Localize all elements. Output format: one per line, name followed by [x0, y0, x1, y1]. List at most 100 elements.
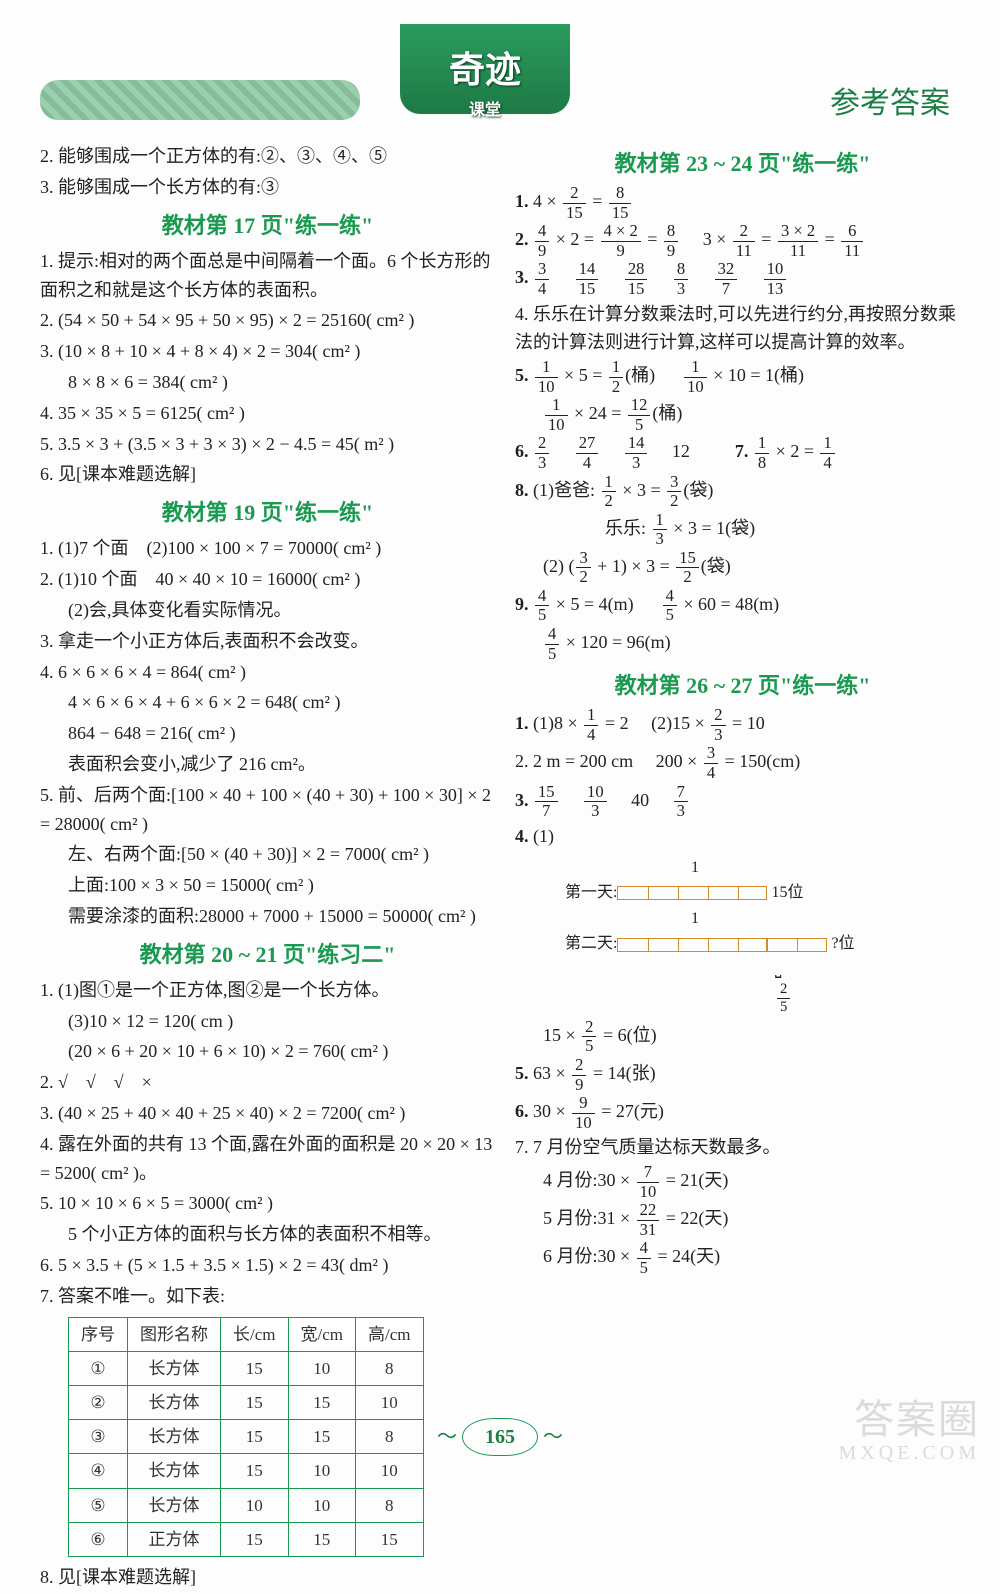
eq: 6. 23 274 143 12 7. 18 × 2 = 14 — [515, 435, 970, 471]
th: 序号 — [69, 1317, 128, 1351]
text: 864 − 648 = 216( cm² ) — [40, 719, 495, 748]
text: 4. 35 × 35 × 5 = 6125( cm² ) — [40, 399, 495, 428]
text: 5. 3.5 × 3 + (3.5 × 3 + 3 × 3) × 2 − 4.5… — [40, 430, 495, 459]
content: 2. 能够围成一个正方体的有:②、③、④、⑤ 3. 能够围成一个长方体的有:③ … — [40, 140, 970, 1594]
eq: 乐乐: 13 × 3 = 1(袋) — [515, 512, 970, 548]
td: ⑤ — [69, 1488, 128, 1522]
text: 1. (1)7 个面 (2)100 × 100 × 7 = 70000( cm²… — [40, 534, 495, 563]
logo-top: 奇迹 — [449, 50, 521, 90]
eq: 1. (1)8 × 14 = 2 (2)15 × 23 = 10 — [515, 707, 970, 743]
bar-diagram: 1 第一天: 15位 1 第二天: ?位 ⎵ 25 — [565, 855, 970, 1015]
eq: 2. 2 m = 200 cm 200 × 34 = 150(cm) — [515, 745, 970, 781]
eq: 2. 49 × 2 = 4 × 29 = 89 3 × 211 = 3 × 21… — [515, 223, 970, 259]
td: 长方体 — [128, 1488, 221, 1522]
left-column: 2. 能够围成一个正方体的有:②、③、④、⑤ 3. 能够围成一个长方体的有:③ … — [40, 140, 495, 1594]
text: (3)10 × 12 = 120( cm ) — [40, 1007, 495, 1036]
right-column: 教材第 23 ~ 24 页"练一练" 1. 4 × 215 = 815 2. 4… — [515, 140, 970, 1594]
td: 15 — [288, 1522, 356, 1556]
td: ④ — [69, 1454, 128, 1488]
table-row: ⑤长方体10108 — [69, 1488, 424, 1522]
section-title: 教材第 20 ~ 21 页"练习二" — [40, 937, 495, 972]
td: ① — [69, 1351, 128, 1385]
text: 5 个小正方体的面积与长方体的表面积不相等。 — [40, 1220, 495, 1249]
td: 10 — [356, 1454, 424, 1488]
text: 3. (10 × 8 + 10 × 4 + 8 × 4) × 2 = 304( … — [40, 337, 495, 366]
eq: 4 月份:30 × 710 = 21(天) — [515, 1164, 970, 1200]
td: 长方体 — [128, 1454, 221, 1488]
ornament — [40, 80, 360, 120]
td: 15 — [221, 1386, 289, 1420]
section-title: 教材第 17 页"练一练" — [40, 208, 495, 243]
text: 4. 乐乐在计算分数乘法时,可以先进行约分,再按照分数乘法的计算法则进行计算,这… — [515, 300, 970, 358]
eq: 3. 157 103 40 73 — [515, 784, 970, 820]
td: 15 — [221, 1351, 289, 1385]
td: 10 — [356, 1386, 424, 1420]
td: 10 — [288, 1488, 356, 1522]
text: 1. (1)图①是一个正方体,图②是一个长方体。 — [40, 976, 495, 1005]
text: 8 × 8 × 6 = 384( cm² ) — [40, 368, 495, 397]
table-row: ⑥正方体151515 — [69, 1522, 424, 1556]
td: 15 — [356, 1522, 424, 1556]
td: 15 — [221, 1522, 289, 1556]
diagram-head: 4. (1) — [515, 822, 970, 851]
text: (2)会,具体变化看实际情况。 — [40, 596, 495, 625]
logo-sub: 课堂 — [400, 98, 570, 124]
td: 长方体 — [128, 1351, 221, 1385]
text: 4 × 6 × 6 × 4 + 6 × 6 × 2 = 648( cm² ) — [40, 688, 495, 717]
eq: 5. 110 × 5 = 12(桶) 110 × 10 = 1(桶) — [515, 359, 970, 395]
section-title: 教材第 26 ~ 27 页"练一练" — [515, 668, 970, 703]
eq: 5 月份:31 × 2231 = 22(天) — [515, 1202, 970, 1238]
text: 3. (40 × 25 + 40 × 40 + 25 × 40) × 2 = 7… — [40, 1099, 495, 1128]
text: 3. 拿走一个小正方体后,表面积不会改变。 — [40, 627, 495, 656]
page-number: 165 — [462, 1418, 538, 1456]
text: 5. 10 × 10 × 6 × 5 = 3000( cm² ) — [40, 1189, 495, 1218]
td: 长方体 — [128, 1386, 221, 1420]
td: 10 — [288, 1351, 356, 1385]
text: 2. (1)10 个面 40 × 40 × 10 = 16000( cm² ) — [40, 565, 495, 594]
th: 长/cm — [221, 1317, 289, 1351]
text: 左、右两个面:[50 × (40 + 30)] × 2 = 7000( cm² … — [40, 840, 495, 869]
text: 上面:100 × 3 × 50 = 15000( cm² ) — [40, 871, 495, 900]
text: 表面积会变小,减少了 216 cm²。 — [40, 750, 495, 779]
text: 4. 露在外面的共有 13 个面,露在外面的面积是 20 × 20 × 13 =… — [40, 1130, 495, 1188]
td: 15 — [221, 1454, 289, 1488]
eq: (2) (32 + 1) × 3 = 152(袋) — [515, 550, 970, 586]
th: 高/cm — [356, 1317, 424, 1351]
td: 正方体 — [128, 1522, 221, 1556]
th: 宽/cm — [288, 1317, 356, 1351]
eq: 5. 63 × 29 = 14(张) — [515, 1057, 970, 1093]
text: 2. √ √ √ × — [40, 1068, 495, 1097]
eq: 1. 4 × 215 = 815 — [515, 185, 970, 221]
table-row: ②长方体151510 — [69, 1386, 424, 1420]
table-row: ④长方体151010 — [69, 1454, 424, 1488]
td: 8 — [356, 1351, 424, 1385]
td: 10 — [288, 1454, 356, 1488]
eq: 9. 45 × 5 = 4(m) 45 × 60 = 48(m) — [515, 588, 970, 624]
text: (20 × 6 + 20 × 10 + 6 × 10) × 2 = 760( c… — [40, 1037, 495, 1066]
td: 10 — [221, 1488, 289, 1522]
text: 2. 能够围成一个正方体的有:②、③、④、⑤ — [40, 142, 495, 171]
table-row: ①长方体15108 — [69, 1351, 424, 1385]
text: 4. 6 × 6 × 6 × 4 = 864( cm² ) — [40, 658, 495, 687]
th: 图形名称 — [128, 1317, 221, 1351]
eq: 110 × 24 = 125(桶) — [515, 397, 970, 433]
text: 需要涂漆的面积:28000 + 7000 + 15000 = 50000( cm… — [40, 902, 495, 931]
eq: 8. (1)爸爸: 12 × 3 = 32(袋) — [515, 474, 970, 510]
text: 1. 提示:相对的两个面总是中间隔着一个面。6 个长方形的面积之和就是这个长方体… — [40, 247, 495, 305]
td: ⑥ — [69, 1522, 128, 1556]
eq: 15 × 25 = 6(位) — [515, 1019, 970, 1055]
eq: 6 月份:30 × 45 = 24(天) — [515, 1240, 970, 1276]
text: 6. 5 × 3.5 + (5 × 1.5 + 3.5 × 1.5) × 2 =… — [40, 1251, 495, 1280]
text: 6. 见[课本难题选解] — [40, 460, 495, 489]
td: ② — [69, 1386, 128, 1420]
table-header-row: 序号 图形名称 长/cm 宽/cm 高/cm — [69, 1317, 424, 1351]
text: 7. 7 月份空气质量达标天数最多。 — [515, 1133, 970, 1162]
text: 7. 答案不唯一。如下表: — [40, 1282, 495, 1311]
eq: 6. 30 × 910 = 27(元) — [515, 1095, 970, 1131]
logo-banner: 奇迹 课堂 — [400, 24, 570, 114]
text: 2. (54 × 50 + 54 × 95 + 50 × 95) × 2 = 2… — [40, 306, 495, 335]
text: 8. 见[课本难题选解] — [40, 1563, 495, 1592]
text: 5. 前、后两个面:[100 × 40 + 100 × (40 + 30) + … — [40, 781, 495, 839]
header-right: 参考答案 — [830, 80, 950, 128]
td: 8 — [356, 1488, 424, 1522]
